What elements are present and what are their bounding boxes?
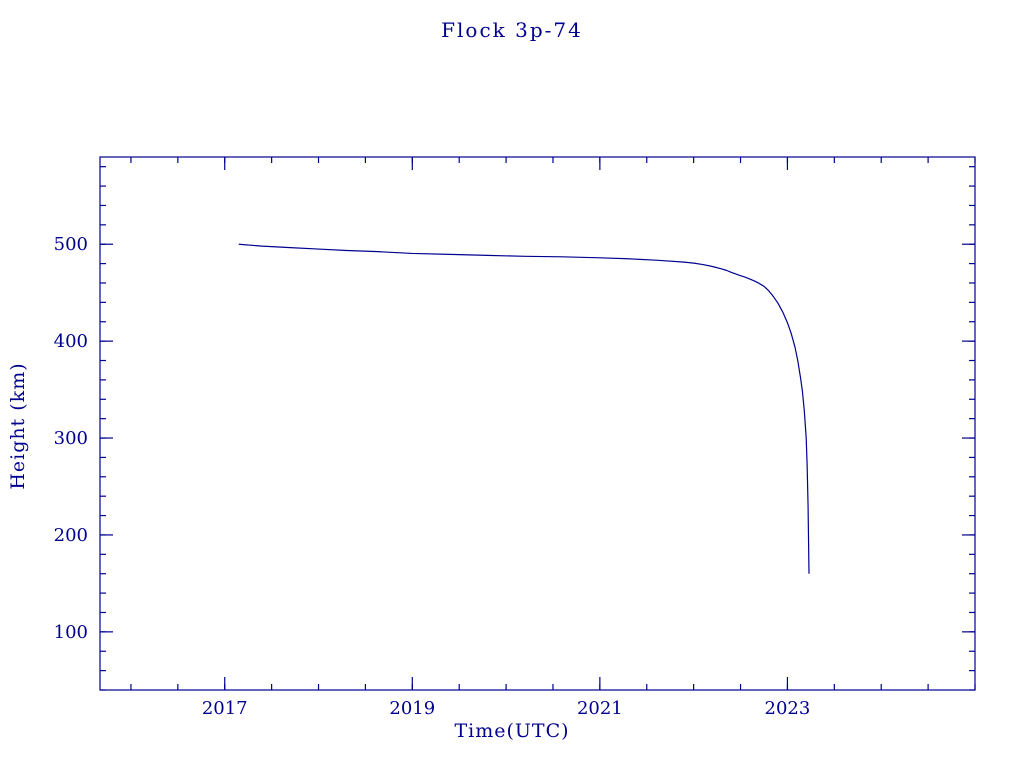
x-tick-label: 2023: [765, 698, 811, 719]
y-tick-label: 200: [54, 525, 88, 546]
data-line: [238, 243, 810, 574]
x-tick-label: 2019: [389, 698, 435, 719]
y-tick-label: 500: [54, 234, 88, 255]
y-tick-label: 400: [54, 331, 88, 352]
x-tick-label: 2021: [577, 698, 623, 719]
chart-title: Flock 3p-74: [441, 18, 583, 42]
plot-frame: [99, 156, 976, 691]
x-tick-label: 2017: [202, 698, 248, 719]
y-tick-label: 300: [54, 428, 88, 449]
y-tick-label: 100: [54, 622, 88, 643]
x-axis-label: Time(UTC): [454, 720, 570, 742]
